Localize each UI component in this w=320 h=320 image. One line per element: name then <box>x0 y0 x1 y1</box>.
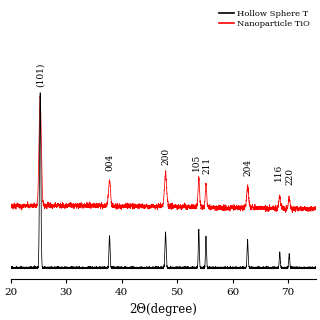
Text: 204: 204 <box>243 159 252 176</box>
Text: 220: 220 <box>285 168 294 185</box>
Text: (101): (101) <box>36 62 45 86</box>
Legend: Hollow Sphere T, Nanoparticle TiO: Hollow Sphere T, Nanoparticle TiO <box>217 8 312 30</box>
Text: 116: 116 <box>274 164 283 181</box>
Text: 004: 004 <box>105 153 114 171</box>
Text: 105: 105 <box>192 153 201 171</box>
Text: 211: 211 <box>203 157 212 174</box>
X-axis label: 2Θ(degree): 2Θ(degree) <box>129 303 197 316</box>
Text: 200: 200 <box>161 148 170 165</box>
